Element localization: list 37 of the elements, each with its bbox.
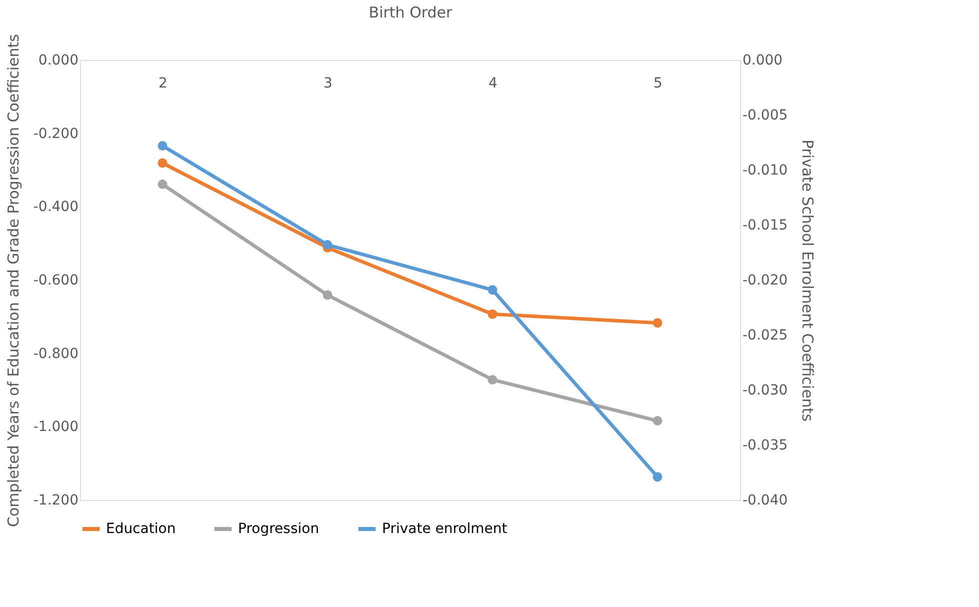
legend-label: Education bbox=[106, 521, 176, 537]
x-tick-label: 2 bbox=[158, 76, 168, 92]
y-tick-label: -0.600 bbox=[33, 272, 78, 288]
y-tick-label: -0.800 bbox=[33, 346, 78, 362]
y2-tick-label: -0.005 bbox=[742, 108, 788, 124]
point bbox=[322, 240, 332, 250]
y2-tick-label: -0.020 bbox=[742, 272, 788, 288]
x-tick-label: 5 bbox=[654, 76, 662, 92]
y2-tick-label: -0.025 bbox=[742, 328, 788, 344]
x-axis-title: Birth Order bbox=[368, 4, 454, 22]
y2-tick-label: -0.035 bbox=[742, 438, 788, 454]
point bbox=[488, 375, 498, 384]
x-tick-label: 4 bbox=[488, 76, 498, 92]
point bbox=[322, 290, 332, 300]
point bbox=[652, 416, 662, 426]
x-tick-label: 3 bbox=[324, 76, 332, 92]
y-tick-label: -0.200 bbox=[33, 126, 78, 142]
point bbox=[652, 472, 662, 482]
point bbox=[488, 285, 498, 295]
y2-axis-title: Private School Enrolment Coefficients bbox=[798, 139, 817, 422]
y2-tick-label: -0.040 bbox=[742, 492, 788, 508]
y-tick-label: -1.000 bbox=[33, 419, 78, 436]
y-axis-title: Completed Years of Education and Grade Progression Coefficients bbox=[4, 34, 22, 527]
point bbox=[158, 141, 168, 151]
legend-label: Progression bbox=[238, 521, 320, 537]
legend-label: Private enrolment bbox=[382, 521, 508, 537]
y-tick-label: 0.000 bbox=[38, 52, 78, 68]
point bbox=[158, 158, 168, 168]
point bbox=[488, 309, 498, 319]
y2-tick-label: -0.015 bbox=[742, 218, 788, 234]
y2-tick-label: -0.010 bbox=[742, 162, 788, 178]
y-tick-label: -1.200 bbox=[33, 492, 78, 508]
point bbox=[158, 180, 168, 190]
y-tick-label: -0.400 bbox=[33, 199, 78, 216]
y2-tick-label: -0.030 bbox=[742, 382, 788, 398]
y2-tick-label: 0.000 bbox=[742, 52, 783, 68]
point bbox=[652, 318, 662, 328]
